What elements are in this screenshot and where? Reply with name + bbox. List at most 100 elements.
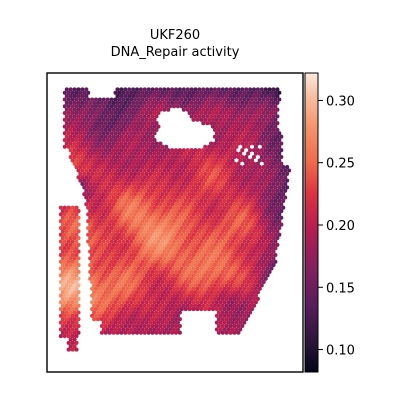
spot — [193, 202, 198, 207]
spot — [136, 205, 141, 210]
spot — [179, 219, 184, 224]
spot — [95, 161, 101, 166]
spot — [234, 219, 239, 224]
spot — [105, 219, 110, 224]
spot — [242, 124, 247, 129]
spot — [109, 124, 114, 129]
spot — [117, 212, 122, 217]
spot — [74, 340, 79, 345]
spot — [152, 158, 157, 163]
spot — [253, 198, 258, 203]
spot — [90, 279, 95, 285]
spot — [228, 249, 233, 254]
spot — [82, 117, 87, 122]
spot — [181, 276, 186, 281]
spot — [97, 212, 102, 217]
spot — [158, 175, 163, 180]
spot — [150, 161, 155, 166]
spot — [261, 117, 266, 122]
spot — [240, 134, 245, 139]
spot — [173, 249, 179, 254]
spot — [224, 195, 229, 200]
spot — [101, 151, 106, 156]
spot — [140, 273, 145, 278]
spot — [76, 276, 81, 281]
spot — [109, 165, 114, 170]
spot — [181, 168, 186, 173]
spot — [129, 104, 134, 109]
spot — [197, 188, 202, 193]
spot — [117, 273, 122, 278]
spot — [152, 259, 157, 264]
spot — [158, 188, 163, 193]
spot — [109, 138, 114, 143]
spot — [97, 232, 102, 237]
spot — [271, 263, 276, 268]
spot — [80, 100, 85, 105]
spot — [107, 181, 112, 187]
spot — [175, 286, 180, 291]
spot — [234, 104, 239, 109]
spot — [238, 192, 243, 197]
spot — [232, 161, 237, 166]
spot — [60, 209, 65, 214]
spot — [226, 90, 231, 95]
spot — [127, 283, 132, 288]
spot — [273, 225, 278, 231]
spot — [187, 212, 192, 217]
spot — [156, 225, 161, 231]
spot — [191, 165, 196, 170]
spot — [144, 158, 149, 163]
spot — [265, 138, 270, 143]
spot — [240, 249, 245, 254]
spot — [203, 219, 208, 224]
spot — [216, 188, 221, 193]
spot — [222, 165, 227, 170]
spot — [173, 269, 179, 274]
spot — [117, 219, 122, 224]
spot — [166, 175, 171, 180]
spot — [166, 283, 171, 288]
spot — [248, 148, 253, 153]
spot — [173, 94, 179, 99]
spot — [117, 138, 122, 143]
spot — [234, 313, 239, 318]
spot — [212, 161, 218, 166]
spot — [195, 97, 200, 102]
spot — [105, 252, 110, 258]
spot — [240, 317, 245, 322]
spot — [152, 104, 157, 109]
spot — [93, 225, 99, 231]
spot — [119, 269, 124, 274]
spot — [242, 138, 247, 143]
spot — [90, 313, 95, 318]
spot — [160, 171, 165, 176]
spot — [212, 121, 218, 126]
spot — [105, 124, 110, 129]
spot — [88, 148, 93, 153]
spot — [99, 256, 104, 261]
spot — [197, 94, 202, 99]
spot — [277, 178, 282, 183]
spot — [111, 310, 116, 315]
spot — [138, 330, 143, 335]
spot — [113, 158, 118, 163]
spot — [170, 215, 175, 220]
spot — [131, 141, 136, 146]
spot — [267, 121, 272, 126]
spot — [60, 236, 65, 241]
spot — [109, 192, 114, 197]
spot — [136, 293, 141, 298]
spot — [127, 256, 132, 261]
spot — [146, 209, 151, 214]
spot — [115, 283, 120, 288]
spot — [193, 100, 198, 105]
spot — [185, 236, 190, 241]
spot — [224, 121, 229, 126]
spot — [119, 87, 124, 92]
spot — [76, 323, 81, 329]
spot — [97, 192, 102, 197]
spot — [123, 236, 128, 241]
spot — [84, 181, 89, 187]
spot — [209, 249, 214, 254]
